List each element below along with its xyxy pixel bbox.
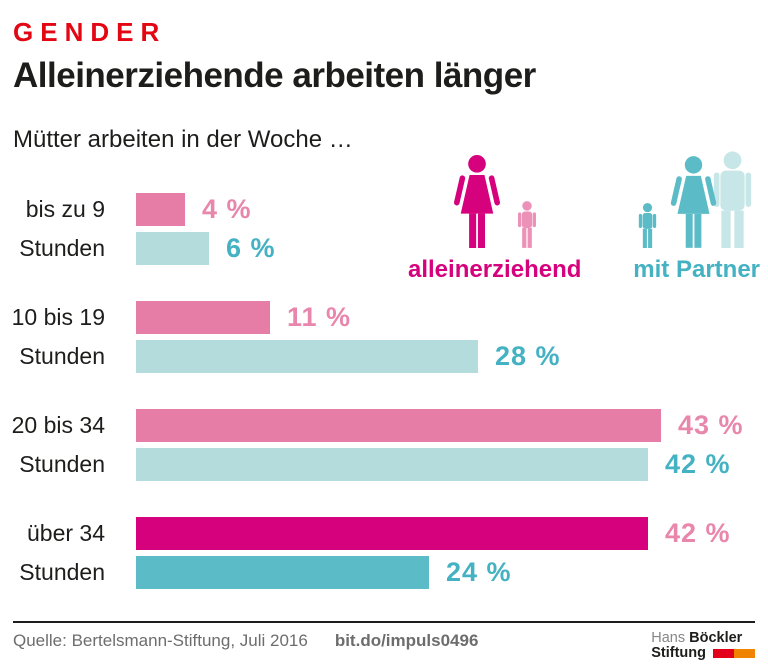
bar-row: Stunden 6 % bbox=[0, 232, 768, 265]
category-label: Stunden bbox=[19, 559, 105, 585]
logo-line1: Hans Böckler bbox=[651, 631, 755, 646]
category-label: Stunden bbox=[19, 343, 105, 369]
value-label: 24 % bbox=[446, 557, 512, 587]
category-label: 10 bis 19 bbox=[11, 304, 105, 330]
legend-single-parent: alleinerziehend bbox=[408, 150, 581, 284]
legend: alleinerziehend mit Partner bbox=[408, 150, 760, 284]
bar-row: über 34 42 % bbox=[0, 517, 768, 550]
legend-with-partner: mit Partner bbox=[633, 150, 760, 284]
category-label: Stunden bbox=[19, 235, 105, 261]
logo-red-block bbox=[713, 649, 734, 658]
bar-alleinerziehend bbox=[136, 517, 648, 550]
legend-label-single: alleinerziehend bbox=[408, 256, 582, 283]
bar-mit-partner bbox=[136, 448, 648, 481]
subtitle: Mütter arbeiten in der Woche … bbox=[13, 126, 353, 153]
bar-mit-partner bbox=[136, 556, 429, 589]
bar-row: bis zu 9 4 % bbox=[0, 193, 768, 226]
woman-icon bbox=[666, 156, 721, 248]
bar-alleinerziehend bbox=[136, 409, 661, 442]
category-label: bis zu 9 bbox=[25, 196, 105, 222]
bar-mit-partner bbox=[136, 232, 209, 265]
footer: Quelle: Bertelsmann-Stiftung, Juli 2016 … bbox=[13, 631, 755, 661]
bar-alleinerziehend bbox=[136, 193, 185, 226]
logo-text-stiftung: Stiftung bbox=[651, 645, 706, 661]
bar-row: 20 bis 34 43 % bbox=[0, 409, 768, 442]
short-link[interactable]: bit.do/impuls0496 bbox=[334, 631, 479, 650]
value-label: 4 % bbox=[202, 194, 252, 224]
logo-text-hans: Hans bbox=[651, 630, 686, 646]
value-label: 42 % bbox=[665, 518, 731, 548]
logo-text-boeckler: Böckler bbox=[689, 630, 743, 646]
category-label: 20 bis 34 bbox=[11, 412, 105, 438]
value-label: 11 % bbox=[287, 302, 352, 332]
value-label: 42 % bbox=[665, 449, 731, 479]
value-label: 6 % bbox=[226, 233, 276, 263]
bar-chart: bis zu 9 4 % Stunden 6 % 10 bis 19 11 % Stunde… bbox=[0, 193, 768, 625]
page-title: Alleinerziehende arbeiten länger bbox=[13, 56, 536, 95]
legend-label-partner: mit Partner bbox=[633, 256, 760, 283]
logo-line2: Stiftung bbox=[651, 646, 755, 661]
value-label: 43 % bbox=[678, 410, 744, 440]
source-text: Quelle: Bertelsmann-Stiftung, Juli 2016 bbox=[13, 631, 308, 650]
bar-row: 10 bis 19 11 % bbox=[0, 301, 768, 334]
kicker: GENDER bbox=[13, 17, 167, 47]
category-label: über 34 bbox=[26, 520, 105, 546]
bar-row: Stunden 28 % bbox=[0, 340, 768, 373]
bar-mit-partner bbox=[136, 340, 478, 373]
logo-orange-block bbox=[734, 649, 755, 658]
bar-alleinerziehend bbox=[136, 301, 270, 334]
hans-boeckler-logo: Hans Böckler Stiftung bbox=[651, 631, 755, 661]
bar-row: Stunden 42 % bbox=[0, 448, 768, 481]
bar-row: Stunden 24 % bbox=[0, 556, 768, 589]
category-label: Stunden bbox=[19, 451, 105, 477]
footer-divider bbox=[13, 621, 755, 623]
value-label: 28 % bbox=[495, 341, 561, 371]
